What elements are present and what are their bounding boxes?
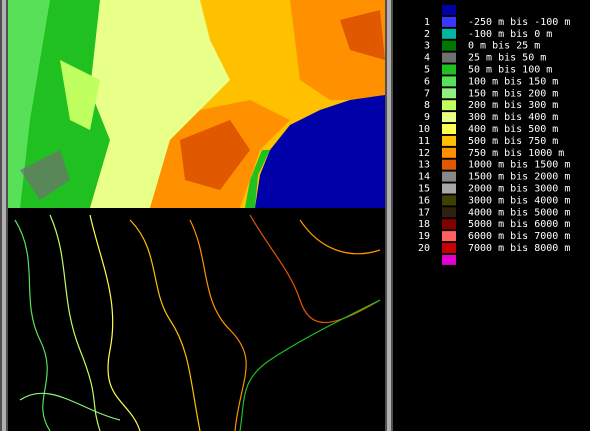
legend-label: 2000 m bis 3000 m [468, 184, 570, 195]
legend-label: -100 m bis 0 m [468, 29, 552, 40]
legend-swatch [442, 243, 456, 253]
legend-swatch [442, 40, 456, 51]
legend-number: 9 [424, 112, 430, 123]
legend-number: 7 [424, 88, 430, 99]
legend-number: 2 [424, 29, 430, 40]
legend-swatch [442, 195, 456, 206]
contour-map [8, 213, 385, 431]
legend-swatch [442, 100, 456, 111]
legend-label: -250 m bis -100 m [468, 17, 570, 28]
legend-number: 19 [418, 231, 430, 242]
legend-number: 18 [418, 219, 430, 230]
legend-label: 3000 m bis 4000 m [468, 195, 570, 206]
legend-label: 6000 m bis 7000 m [468, 231, 570, 242]
legend-number: 14 [418, 172, 430, 183]
legend-number: 5 [424, 65, 430, 76]
elevation-map [8, 0, 385, 208]
legend-swatch [442, 147, 456, 158]
legend-swatch [442, 171, 456, 182]
legend-swatch [442, 16, 456, 27]
legend-swatch [442, 135, 456, 146]
legend-number: 8 [424, 100, 430, 111]
legend-swatch [442, 28, 456, 39]
legend-number: 4 [424, 53, 430, 64]
legend-label: 1500 m bis 2000 m [468, 172, 570, 183]
legend-swatch [442, 159, 456, 170]
legend-number: 1 [424, 17, 430, 28]
legend-swatch [442, 124, 456, 134]
legend-swatch [442, 254, 456, 265]
legend-number: 16 [418, 195, 430, 206]
legend-swatch [442, 52, 456, 63]
legend-label: 4000 m bis 5000 m [468, 207, 570, 218]
legend-label: 500 m bis 750 m [468, 136, 558, 147]
legend-number: 11 [418, 136, 430, 147]
legend-swatch [442, 112, 456, 123]
legend-label: 1000 m bis 1500 m [468, 160, 570, 171]
legend-number: 20 [418, 243, 430, 254]
legend-swatch [442, 231, 456, 242]
legend-label: 150 m bis 200 m [468, 88, 558, 99]
legend-label: 5000 m bis 6000 m [468, 219, 570, 230]
legend-swatch [442, 5, 456, 15]
legend-label: 100 m bis 150 m [468, 76, 558, 87]
legend-number: 10 [418, 124, 430, 135]
legend-number: 3 [424, 41, 430, 52]
legend-swatch [442, 219, 456, 230]
legend-swatch [442, 88, 456, 99]
legend-label: 25 m bis 50 m [468, 53, 546, 64]
legend-swatch [442, 183, 456, 194]
legend-number: 15 [418, 184, 430, 195]
frame-strips [0, 0, 393, 431]
legend-number: 17 [418, 207, 430, 218]
legend-label: 0 m bis 25 m [468, 41, 540, 52]
legend-label: 400 m bis 500 m [468, 124, 558, 135]
legend-label: 7000 m bis 8000 m [468, 243, 570, 254]
legend-number: 6 [424, 76, 430, 87]
legend-number: 13 [418, 160, 430, 171]
legend-swatch [442, 76, 456, 87]
legend-label: 50 m bis 100 m [468, 65, 552, 76]
legend-swatch [442, 64, 456, 75]
legend-swatch [442, 207, 456, 218]
legend-label: 750 m bis 1000 m [468, 148, 564, 159]
legend-label: 200 m bis 300 m [468, 100, 558, 111]
legend-label: 300 m bis 400 m [468, 112, 558, 123]
legend-number: 12 [418, 148, 430, 159]
legend: 1 -250 m bis -100 m 2 -100 m bis 0 m 3 0 m bi… [418, 5, 570, 265]
